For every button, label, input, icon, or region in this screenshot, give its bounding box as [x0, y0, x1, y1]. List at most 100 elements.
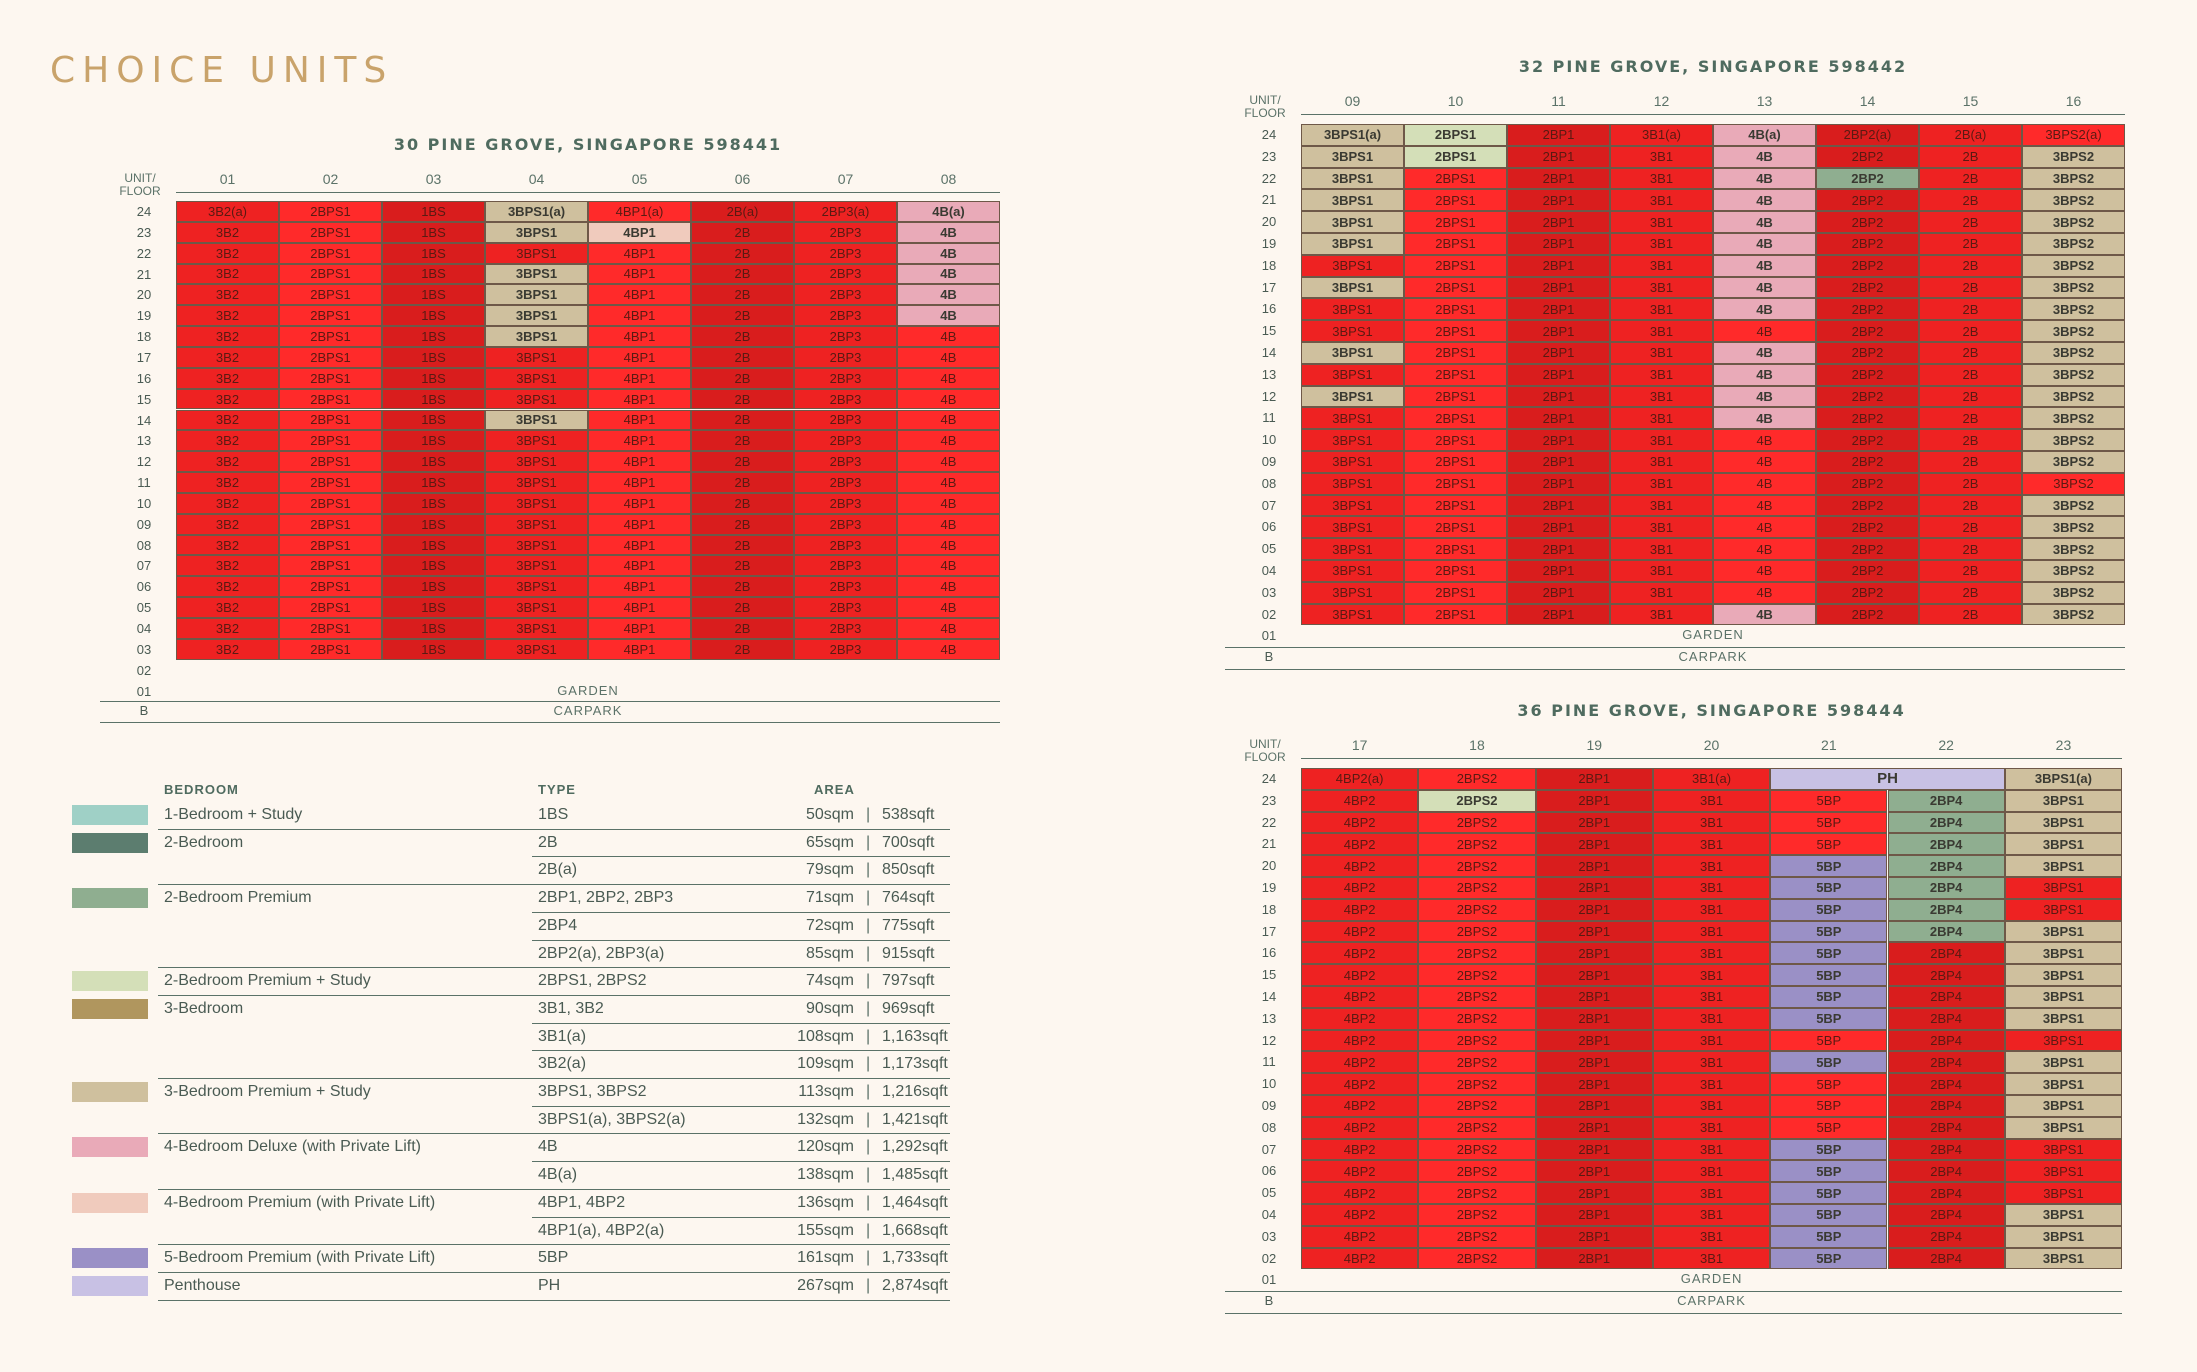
- unit-cell[interactable]: 4B: [1713, 429, 1816, 451]
- unit-cell[interactable]: 3BPS1: [2004, 1182, 2123, 1204]
- unit-cell[interactable]: 3BPS1: [1301, 254, 1404, 277]
- unit-cell[interactable]: 2BP1: [1535, 986, 1653, 1008]
- unit-cell[interactable]: 5BP: [1770, 920, 1888, 943]
- unit-cell[interactable]: 2B: [691, 263, 794, 285]
- unit-cell[interactable]: 5BP: [1770, 1095, 1888, 1117]
- unit-cell[interactable]: 2BPS2: [1418, 1160, 1536, 1183]
- unit-cell[interactable]: 5BP: [1770, 986, 1888, 1008]
- unit-cell[interactable]: 5BP: [1770, 1182, 1888, 1204]
- unit-cell[interactable]: 3BPS1: [1301, 472, 1404, 495]
- unit-cell[interactable]: 2BPS1: [1404, 516, 1507, 539]
- unit-cell[interactable]: 4BP1: [588, 242, 691, 264]
- unit-cell[interactable]: 2BPS1: [1404, 211, 1507, 233]
- unit-cell[interactable]: 1BS: [382, 284, 485, 306]
- unit-cell[interactable]: 2BP3: [794, 263, 897, 285]
- unit-cell[interactable]: 3B1: [1610, 385, 1713, 408]
- unit-cell[interactable]: 3BPS1: [1301, 189, 1404, 212]
- unit-cell[interactable]: 3BPS2: [2022, 494, 2125, 517]
- unit-cell[interactable]: 3BPS1: [2004, 942, 2123, 965]
- unit-cell[interactable]: 3B1: [1652, 789, 1771, 812]
- unit-cell[interactable]: 2B: [1919, 516, 2022, 539]
- unit-cell[interactable]: 2BPS1: [279, 513, 382, 535]
- unit-cell[interactable]: 2B: [691, 305, 794, 327]
- unit-cell[interactable]: 3B1: [1652, 964, 1771, 986]
- unit-cell[interactable]: 3B1: [1610, 494, 1713, 517]
- unit-cell[interactable]: 3B2: [176, 242, 279, 264]
- unit-cell[interactable]: 2BPS1: [279, 430, 382, 452]
- unit-cell[interactable]: 4B: [897, 367, 1000, 389]
- unit-cell[interactable]: 4B: [1713, 298, 1816, 321]
- unit-cell[interactable]: 2B: [1919, 276, 2022, 299]
- unit-cell[interactable]: 2B: [691, 388, 794, 410]
- unit-cell[interactable]: 2BPS1: [1404, 581, 1507, 604]
- unit-cell[interactable]: 2B: [1919, 451, 2022, 473]
- unit-cell[interactable]: 4BP1: [588, 534, 691, 556]
- unit-cell[interactable]: 3BPS1: [1301, 363, 1404, 386]
- unit-cell[interactable]: 3B2: [176, 576, 279, 598]
- unit-cell[interactable]: 3B2: [176, 326, 279, 347]
- unit-cell[interactable]: 4B: [897, 492, 1000, 514]
- unit-cell[interactable]: 2BP2: [1816, 342, 1919, 364]
- unit-cell[interactable]: 4B: [1713, 189, 1816, 212]
- unit-cell[interactable]: 3BPS1: [485, 367, 588, 389]
- unit-cell[interactable]: 2BPS2: [1418, 1095, 1536, 1117]
- unit-cell[interactable]: 2BPS2: [1418, 811, 1536, 834]
- unit-cell[interactable]: 3BPS2: [2022, 342, 2125, 364]
- unit-cell[interactable]: 4B: [1713, 538, 1816, 560]
- unit-cell[interactable]: 2BPS1: [1404, 494, 1507, 517]
- unit-cell[interactable]: 4BP1: [588, 305, 691, 327]
- unit-cell[interactable]: 3B1: [1652, 1247, 1771, 1270]
- unit-cell[interactable]: 4B: [1713, 516, 1816, 539]
- unit-cell[interactable]: 2BP2: [1816, 451, 1919, 473]
- unit-cell[interactable]: 3B1: [1610, 560, 1713, 582]
- unit-cell[interactable]: 4B: [897, 221, 1000, 243]
- unit-cell[interactable]: 4B: [897, 326, 1000, 347]
- unit-cell[interactable]: 3BPS1: [2004, 964, 2123, 986]
- unit-cell[interactable]: 2BPS2: [1418, 986, 1536, 1008]
- unit-cell[interactable]: 3BPS1: [485, 472, 588, 493]
- unit-cell[interactable]: 2B: [1919, 407, 2022, 430]
- unit-cell[interactable]: 4BP2: [1301, 811, 1419, 834]
- unit-cell[interactable]: 2B: [691, 451, 794, 473]
- unit-cell[interactable]: 3BPS1: [1301, 451, 1404, 473]
- unit-cell[interactable]: 3B1: [1652, 1007, 1771, 1030]
- unit-cell[interactable]: 4BP2: [1301, 986, 1419, 1008]
- unit-cell[interactable]: 2BPS1: [1404, 254, 1507, 277]
- unit-cell[interactable]: 2BP1: [1535, 855, 1653, 877]
- unit-cell[interactable]: 3B1: [1652, 1029, 1771, 1052]
- unit-cell[interactable]: 4BP1: [588, 326, 691, 347]
- unit-cell[interactable]: 2BP1: [1535, 1116, 1653, 1139]
- unit-cell[interactable]: 2BP1: [1507, 472, 1610, 495]
- unit-cell[interactable]: 3BPS2: [2022, 538, 2125, 560]
- unit-cell[interactable]: 1BS: [382, 263, 485, 285]
- unit-cell[interactable]: 3B1: [1610, 538, 1713, 560]
- unit-cell[interactable]: 2BP3: [794, 597, 897, 618]
- unit-cell[interactable]: 2BPS2: [1418, 1029, 1536, 1052]
- unit-cell[interactable]: 2BP1: [1507, 538, 1610, 560]
- unit-cell[interactable]: 3BPS2: [2022, 167, 2125, 190]
- unit-cell[interactable]: 2B: [1919, 254, 2022, 277]
- unit-cell[interactable]: 3B1: [1610, 276, 1713, 299]
- unit-cell[interactable]: 3B1: [1652, 1095, 1771, 1117]
- unit-cell[interactable]: 3BPS2: [2022, 451, 2125, 473]
- unit-cell[interactable]: 3B1: [1652, 1116, 1771, 1139]
- unit-cell[interactable]: 3BPS1: [2004, 811, 2123, 834]
- unit-cell[interactable]: 3BPS2: [2022, 233, 2125, 255]
- unit-cell[interactable]: 2BP1: [1507, 407, 1610, 430]
- unit-cell[interactable]: 4B: [897, 451, 1000, 473]
- unit-cell[interactable]: 2BP3: [794, 472, 897, 493]
- unit-cell[interactable]: 2BP3: [794, 638, 897, 660]
- unit-cell[interactable]: 5BP: [1770, 898, 1888, 921]
- unit-cell[interactable]: 3B2: [176, 346, 279, 368]
- unit-cell[interactable]: 2BP4: [1887, 1247, 2005, 1270]
- unit-cell[interactable]: 2BPS2: [1418, 833, 1536, 856]
- unit-cell[interactable]: 4B: [897, 472, 1000, 493]
- unit-cell[interactable]: 2BP4: [1887, 811, 2005, 834]
- unit-cell[interactable]: 3B1: [1652, 920, 1771, 943]
- unit-cell[interactable]: 3BPS1: [1301, 342, 1404, 364]
- unit-cell[interactable]: 3B1: [1610, 233, 1713, 255]
- unit-cell[interactable]: 3BPS1: [485, 492, 588, 514]
- unit-cell[interactable]: 3BPS1: [1301, 211, 1404, 233]
- unit-cell[interactable]: 2BPS1: [279, 201, 382, 222]
- unit-cell[interactable]: 3BPS1: [2004, 855, 2123, 877]
